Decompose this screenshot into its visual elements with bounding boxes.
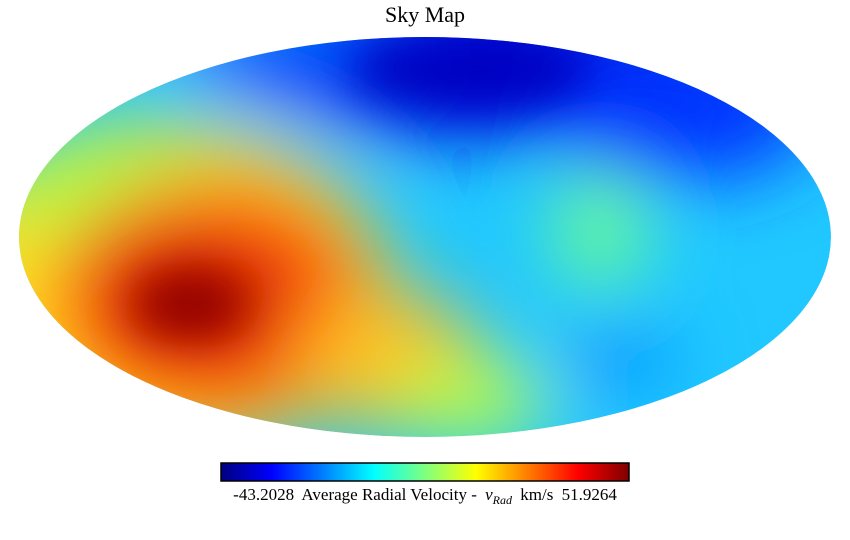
colorbar — [220, 462, 630, 482]
colorbar-label: Average Radial Velocity - — [301, 485, 477, 504]
colorbar-labels: -43.2028 Average Radial Velocity - vRad … — [233, 485, 617, 508]
colorbar-min: -43.2028 — [233, 485, 294, 504]
colorbar-unit: km/s — [520, 485, 553, 504]
chart-title: Sky Map — [385, 2, 465, 27]
colorbar-max: 51.9264 — [562, 485, 618, 504]
colorbar-subscript: Rad — [492, 493, 513, 507]
sky-map — [19, 37, 831, 437]
colorbar-variable: v — [485, 485, 493, 504]
